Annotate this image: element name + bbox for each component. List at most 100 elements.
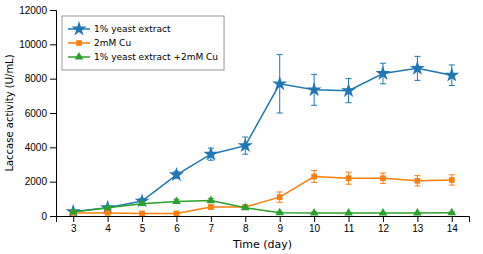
tick-label: 8000 bbox=[25, 73, 48, 84]
point bbox=[413, 208, 422, 215]
tick-mark bbox=[50, 79, 56, 80]
point bbox=[139, 211, 145, 216]
tick-mark bbox=[50, 216, 56, 217]
x-axis: 34567891011121314 bbox=[57, 216, 470, 234]
y-axis: 0 2000 4000 6000 8000 10000 12000 bbox=[19, 5, 56, 222]
point bbox=[238, 138, 253, 152]
series-line bbox=[73, 177, 452, 214]
tick: 14 bbox=[447, 216, 459, 234]
legend-box bbox=[62, 16, 224, 70]
series bbox=[70, 171, 455, 216]
tick: 8 bbox=[243, 216, 249, 234]
point bbox=[379, 208, 388, 215]
legend-item: 1% yeast extract bbox=[68, 21, 171, 35]
tick-label: 4000 bbox=[25, 142, 48, 153]
tick: 10000 bbox=[19, 39, 56, 50]
tick-mark bbox=[417, 216, 418, 222]
tick-label: 3 bbox=[71, 223, 77, 234]
point bbox=[380, 175, 386, 181]
point bbox=[172, 196, 181, 203]
tick-label: 12000 bbox=[19, 5, 47, 16]
tick: 8000 bbox=[25, 73, 56, 84]
tick-mark bbox=[50, 182, 56, 183]
tick-mark bbox=[176, 216, 177, 222]
legend-item: 1% yeast extract +2mM Cu bbox=[68, 52, 218, 62]
point bbox=[69, 207, 78, 214]
tick-label: 6000 bbox=[25, 108, 48, 119]
point bbox=[174, 211, 180, 216]
legend-symbol bbox=[76, 40, 82, 46]
tick-label: 9 bbox=[277, 223, 283, 234]
point bbox=[415, 178, 421, 184]
error-bar bbox=[208, 205, 214, 209]
error-bar bbox=[449, 175, 455, 185]
legend-symbol bbox=[71, 21, 86, 35]
tick: 0 bbox=[41, 211, 56, 222]
tick-mark bbox=[73, 216, 74, 222]
point bbox=[375, 66, 390, 80]
point bbox=[275, 208, 284, 215]
point bbox=[277, 194, 283, 200]
tick: 12 bbox=[378, 216, 390, 234]
tick-label: 10000 bbox=[19, 39, 47, 50]
tick-mark bbox=[50, 113, 56, 114]
tick: 12000 bbox=[19, 5, 56, 16]
plot-area bbox=[66, 55, 460, 216]
point bbox=[241, 203, 250, 210]
point bbox=[344, 208, 353, 215]
point bbox=[410, 60, 425, 74]
tick-label: 14 bbox=[447, 223, 459, 234]
series-line bbox=[73, 201, 452, 214]
tick-mark bbox=[452, 216, 453, 222]
tick-label: 12 bbox=[378, 223, 390, 234]
tick-label: 7 bbox=[209, 223, 215, 234]
point bbox=[138, 199, 147, 206]
tick-label: 11 bbox=[344, 223, 355, 234]
chart: 3456789101112131402000400060008000100001… bbox=[0, 0, 483, 254]
point bbox=[346, 175, 352, 181]
tick-mark bbox=[349, 216, 350, 222]
tick-mark bbox=[383, 216, 384, 222]
legend-label: 1% yeast extract +2mM Cu bbox=[94, 52, 218, 62]
legend-item: 2mM Cu bbox=[68, 38, 131, 48]
tick: 6 bbox=[174, 216, 180, 234]
tick-mark bbox=[245, 216, 246, 222]
error-bar bbox=[380, 173, 386, 183]
tick: 5 bbox=[140, 216, 146, 234]
point bbox=[203, 146, 218, 160]
error-bar bbox=[277, 192, 283, 202]
point bbox=[135, 193, 150, 207]
tick-label: 8 bbox=[243, 223, 249, 234]
tick-mark bbox=[142, 216, 143, 222]
error-bar bbox=[346, 172, 352, 184]
legend-label: 1% yeast extract bbox=[94, 24, 171, 34]
legend-label: 2mM Cu bbox=[94, 38, 131, 48]
tick-mark bbox=[50, 44, 56, 45]
x-axis-title: Time (day) bbox=[232, 238, 292, 251]
tick-label: 13 bbox=[412, 223, 424, 234]
tick: 13 bbox=[412, 216, 424, 234]
series bbox=[66, 55, 460, 216]
tick: 7 bbox=[209, 216, 215, 234]
tick-mark bbox=[280, 216, 281, 222]
tick-label: 6 bbox=[174, 223, 180, 234]
point bbox=[207, 196, 216, 203]
tick-mark bbox=[211, 216, 212, 222]
series-line bbox=[73, 68, 452, 211]
tick: 10 bbox=[309, 216, 321, 234]
x-axis-line bbox=[57, 217, 470, 223]
point bbox=[311, 174, 317, 180]
tick-mark bbox=[50, 147, 56, 148]
point bbox=[307, 82, 322, 96]
tick-mark bbox=[314, 216, 315, 222]
tick: 2000 bbox=[25, 176, 56, 187]
error-bar bbox=[414, 176, 420, 186]
point bbox=[103, 203, 112, 210]
error-bar bbox=[311, 171, 317, 183]
tick: 9 bbox=[277, 216, 283, 234]
point bbox=[341, 83, 356, 97]
tick-mark bbox=[108, 216, 109, 222]
point bbox=[444, 67, 459, 81]
tick-label: 0 bbox=[41, 211, 47, 222]
point bbox=[272, 76, 287, 90]
